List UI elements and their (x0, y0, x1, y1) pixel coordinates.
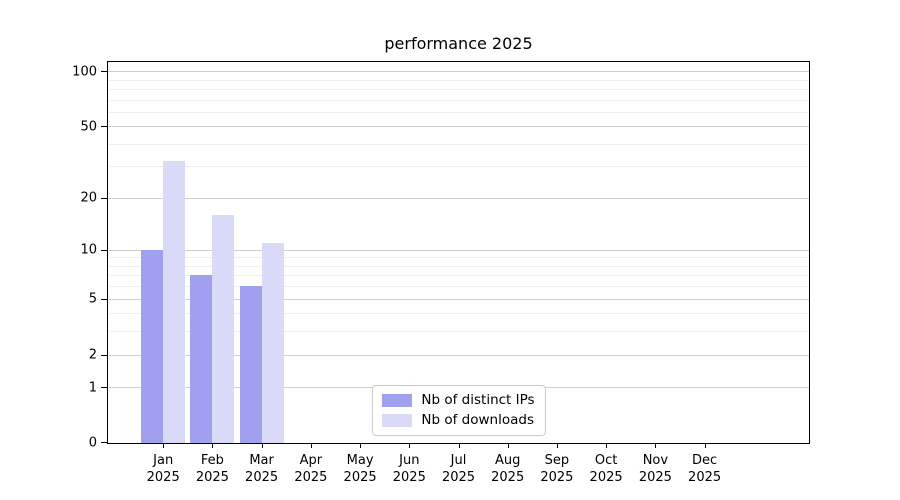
gridline-50 (108, 126, 809, 128)
gridline-30 (108, 166, 809, 168)
x-tick-label-mar: Mar 2025 (245, 453, 279, 485)
y-tick-50 (101, 126, 107, 128)
x-tick-dec (704, 443, 706, 448)
gridline-40 (108, 143, 809, 145)
legend-label-downloads: Nb of downloads (421, 412, 534, 428)
x-tick-apr (310, 443, 312, 448)
y-tick-label-50: 50 (80, 119, 97, 135)
x-tick-mar (261, 443, 263, 448)
x-tick-label-jun: Jun 2025 (392, 453, 426, 485)
x-tick-label-dec: Dec 2025 (688, 453, 722, 485)
gridline-5 (108, 298, 809, 300)
x-tick-oct (606, 443, 608, 448)
x-tick-label-may: May 2025 (343, 453, 377, 485)
bar-downloads-feb (212, 214, 235, 443)
x-tick-aug (507, 443, 509, 448)
y-tick-2 (101, 354, 107, 356)
chart-title: performance 2025 (384, 34, 533, 53)
x-tick-label-jul: Jul 2025 (441, 453, 476, 485)
x-tick-sep (556, 443, 558, 448)
gridline-60 (108, 111, 809, 113)
gridline-9 (108, 257, 809, 259)
bar-downloads-jan (163, 161, 186, 443)
bar-ips-mar (239, 286, 262, 443)
gridline-20 (108, 197, 809, 199)
legend-item-distinct-ips: Nb of distinct IPs (381, 392, 535, 408)
legend-swatch-distinct-ips (381, 394, 412, 407)
y-tick-label-20: 20 (80, 190, 97, 206)
gridline-7 (108, 275, 809, 277)
x-tick-jan (163, 443, 165, 448)
gridline-4 (108, 313, 809, 315)
y-tick-10 (101, 249, 107, 251)
legend: Nb of distinct IPs Nb of downloads (371, 385, 546, 436)
gridline-80 (108, 88, 809, 90)
y-tick-100 (101, 71, 107, 72)
y-tick-label-1: 1 (88, 380, 97, 396)
gridline-3 (108, 331, 809, 333)
x-tick-label-feb: Feb 2025 (195, 453, 229, 485)
x-tick-may (360, 443, 362, 448)
x-tick-label-apr: Apr 2025 (294, 453, 328, 485)
y-tick-5 (101, 298, 107, 300)
x-tick-label-sep: Sep 2025 (540, 453, 574, 485)
bar-ips-feb (190, 275, 213, 443)
gridline-10 (108, 249, 809, 251)
x-tick-feb (212, 443, 214, 448)
y-tick-label-100: 100 (72, 64, 97, 79)
y-tick-label-5: 5 (88, 291, 97, 307)
plot-area: 0 1 2 5 10 20 50 100 Jan 2025 Feb 2025 Mar 2025 Apr 202… (72, 61, 810, 485)
gridline-100 (108, 71, 809, 72)
x-tick-nov (655, 443, 657, 448)
y-tick-label-10: 10 (80, 242, 97, 258)
gridline-6 (108, 286, 809, 288)
gridline-8 (108, 265, 809, 267)
bar-downloads-mar (261, 242, 284, 443)
legend-label-distinct-ips: Nb of distinct IPs (421, 392, 535, 408)
x-tick-jul (458, 443, 460, 448)
legend-swatch-downloads (381, 414, 412, 427)
x-tick-jun (409, 443, 411, 448)
y-tick-0 (101, 442, 107, 443)
x-tick-label-aug: Aug 2025 (491, 453, 525, 485)
gridline-70 (108, 99, 809, 101)
y-tick-label-0: 0 (88, 435, 97, 450)
x-tick-label-oct: Oct 2025 (589, 453, 623, 485)
y-tick-20 (101, 197, 107, 199)
bar-ips-jan (141, 249, 164, 443)
legend-item-downloads: Nb of downloads (381, 413, 534, 428)
x-tick-label-nov: Nov 2025 (638, 453, 672, 485)
gridline-90 (108, 79, 809, 81)
x-tick-label-jan: Jan 2025 (146, 453, 180, 485)
y-tick-1 (101, 387, 107, 389)
gridline-2 (108, 354, 809, 356)
y-tick-label-2: 2 (88, 347, 97, 363)
